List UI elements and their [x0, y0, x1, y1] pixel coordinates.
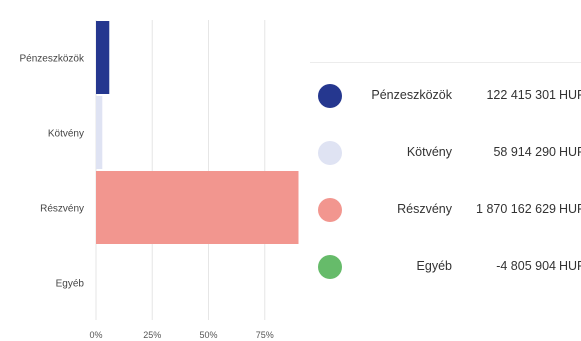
legend-unit: HUF: [559, 145, 581, 159]
bar-pénzeszközök: [96, 21, 110, 94]
bar-kötvény: [96, 96, 103, 169]
legend-item: Részvény 1 870 162 629 HUF: [310, 195, 581, 225]
legend-swatch: [318, 141, 342, 165]
legend-label: Egyéb: [416, 259, 452, 273]
legend-item: Kötvény 58 914 290 HUF: [310, 138, 581, 168]
bar-chart: Pénzeszközök Kötvény Részvény Egyéb 0% 25% 50…: [20, 20, 299, 340]
chart-legend: Pénzeszközök 122 415 301 HUF Kötvény 58 914 …: [310, 62, 581, 325]
legend-label: Részvény: [397, 202, 452, 216]
legend-swatch: [318, 255, 342, 279]
legend-value: 122 415 301: [486, 88, 556, 102]
category-label: Részvény: [40, 204, 84, 215]
x-tick-labels: 0% 25% 50% 75%: [89, 330, 273, 340]
chart-grid: [95, 20, 266, 320]
legend-value: -4 805 904: [496, 259, 556, 273]
x-tick-label: 75%: [256, 330, 274, 340]
legend-item: Pénzeszközök 122 415 301 HUF: [310, 81, 581, 111]
category-label: Pénzeszközök: [20, 54, 85, 65]
category-label: Egyéb: [56, 279, 85, 290]
legend-swatch: [318, 198, 342, 222]
category-labels: Pénzeszközök Kötvény Részvény Egyéb: [20, 54, 85, 290]
legend-label: Kötvény: [406, 145, 452, 159]
x-tick-label: 25%: [143, 330, 161, 340]
x-tick-label: 0%: [89, 330, 102, 340]
legend-label: Pénzeszközök: [371, 88, 452, 102]
legend-unit: HUF: [559, 88, 581, 102]
legend-unit: HUF: [559, 202, 581, 216]
x-tick-label: 50%: [199, 330, 217, 340]
legend-item: Egyéb -4 805 904 HUF: [310, 252, 581, 282]
legend-unit: HUF: [559, 259, 581, 273]
legend-value: 1 870 162 629: [476, 202, 556, 216]
legend-value: 58 914 290: [493, 145, 556, 159]
chart-bars: [96, 21, 299, 244]
legend-swatch: [318, 84, 342, 108]
category-label: Kötvény: [48, 129, 84, 140]
bar-részvény: [96, 171, 299, 244]
